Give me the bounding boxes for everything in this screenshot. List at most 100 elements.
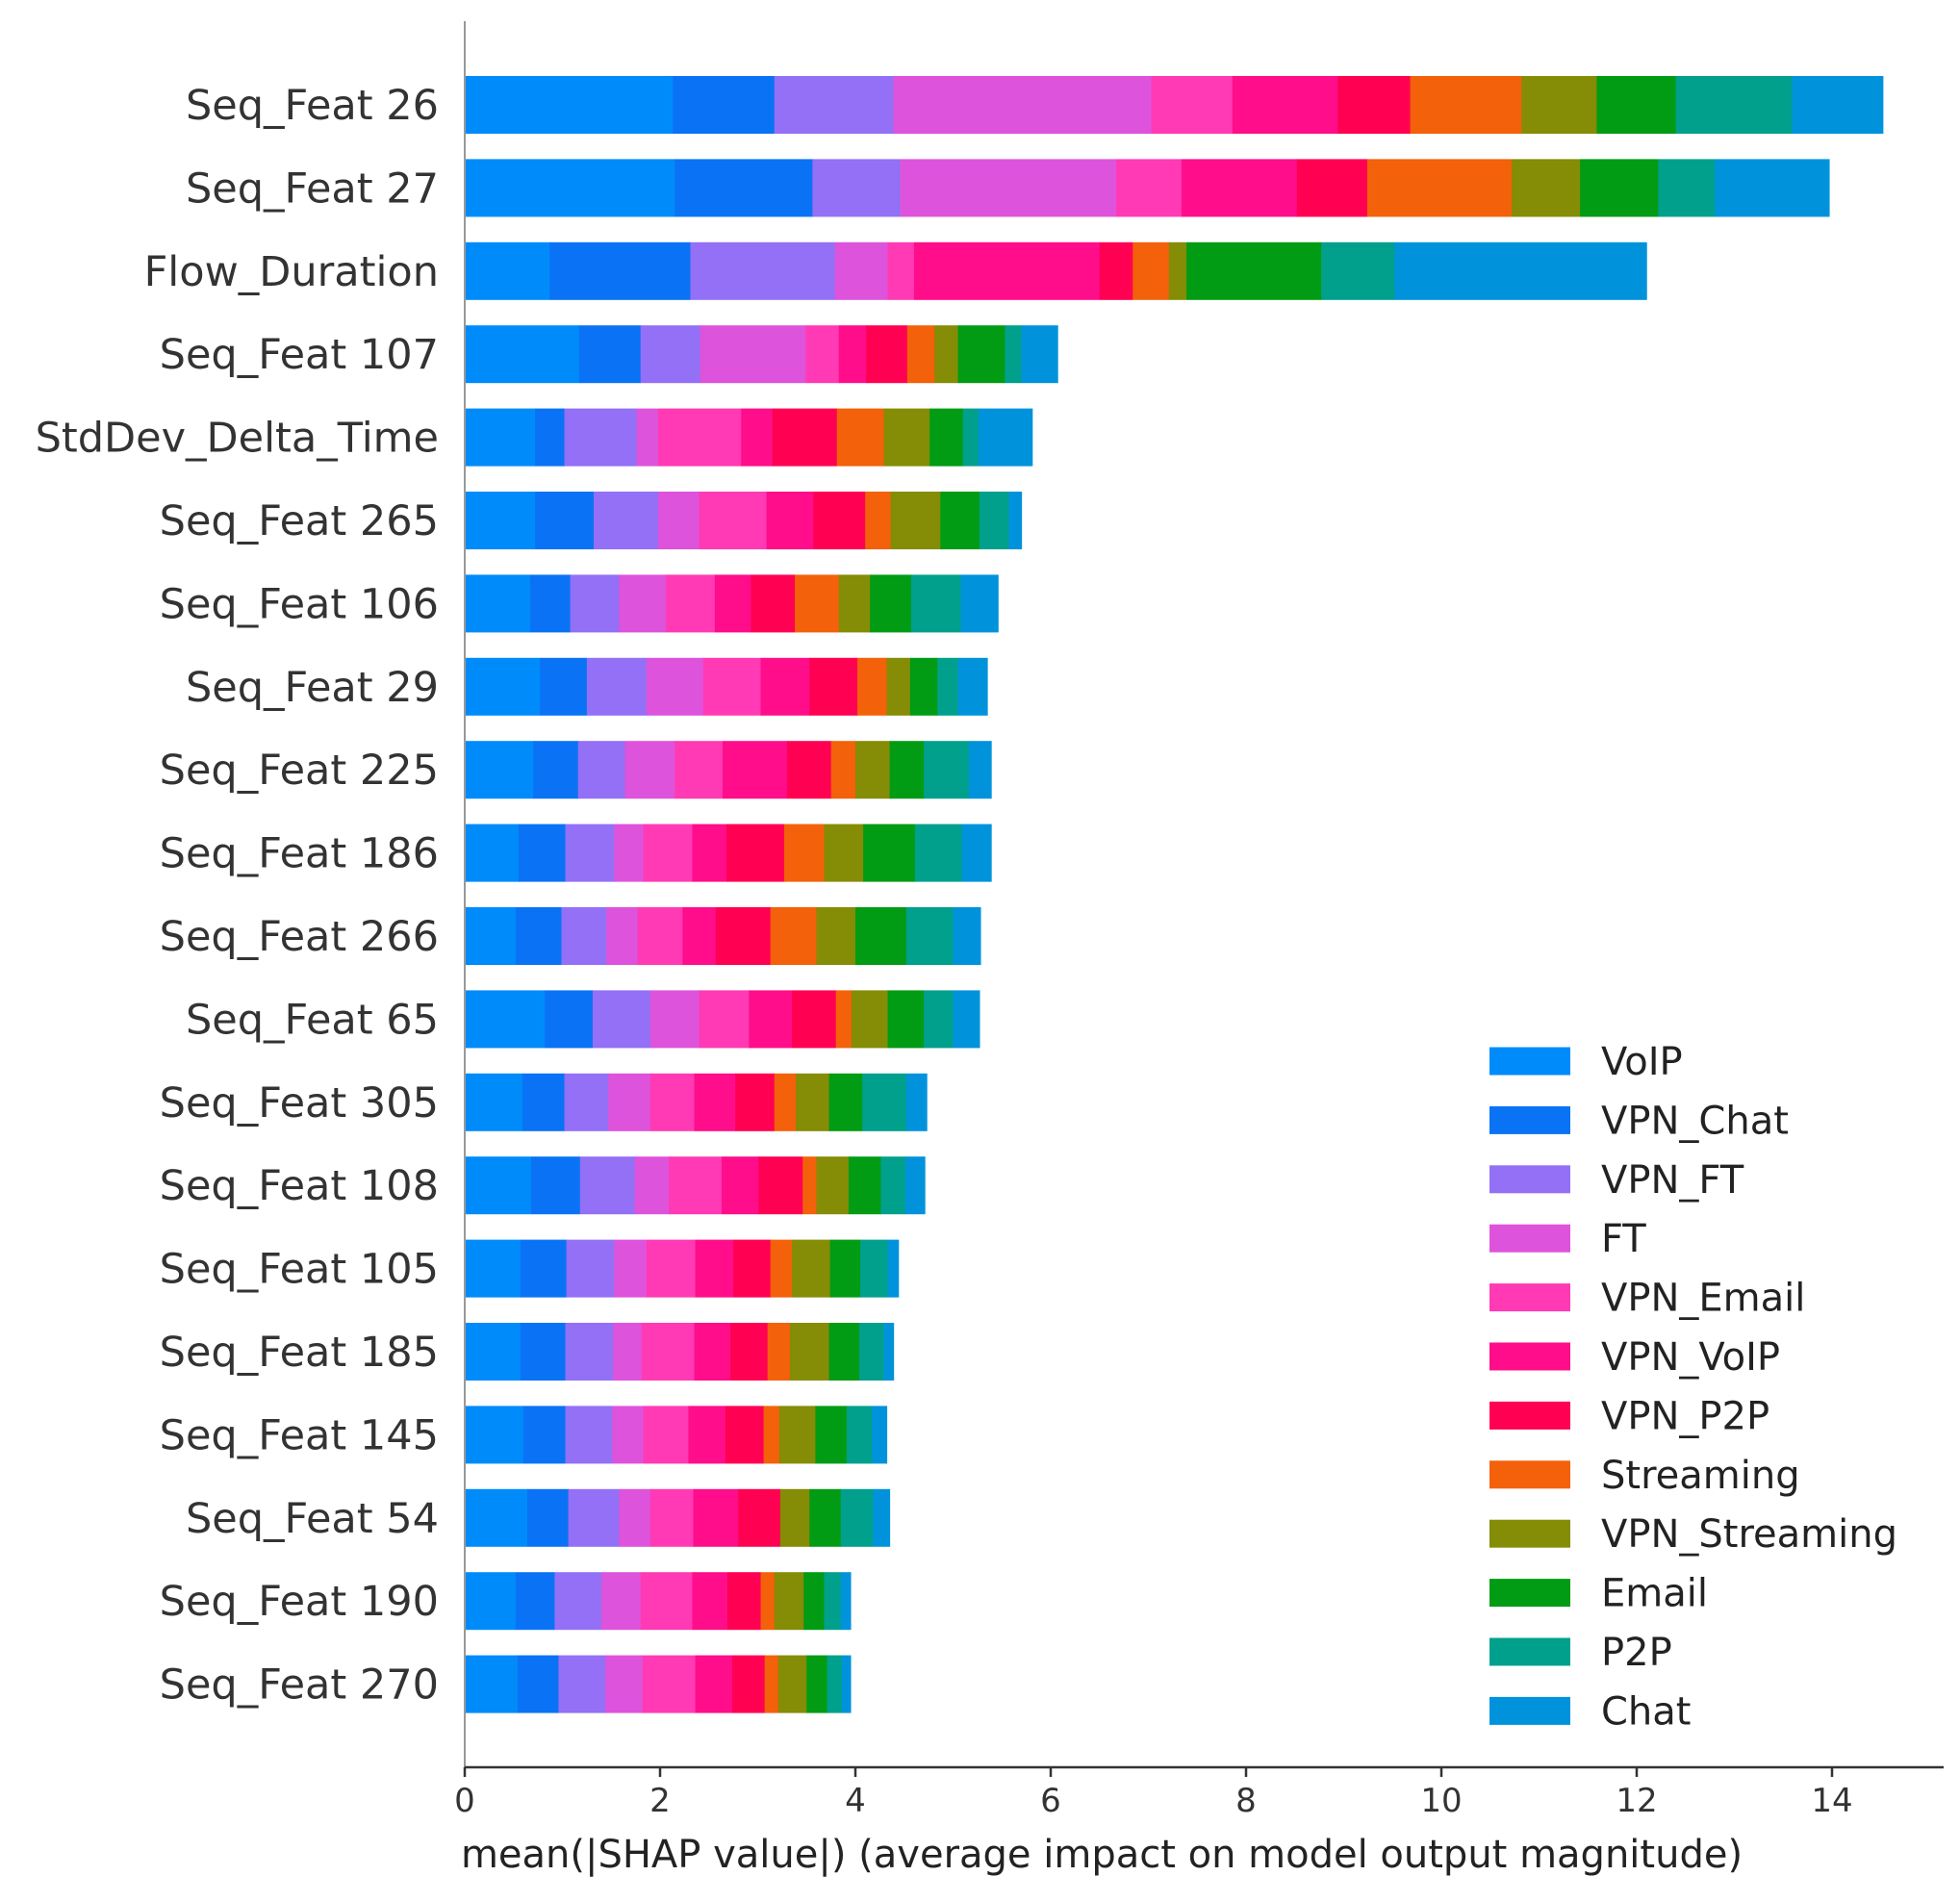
- bar-segment-streaming: [1366, 159, 1513, 217]
- legend-swatch: [1489, 1696, 1570, 1725]
- bar-segment-vpn-email: [643, 824, 694, 882]
- bar-segment-vpn-streaming: [1512, 159, 1581, 217]
- bar-segment-streaming: [763, 1406, 780, 1464]
- bar-segment-ft: [657, 492, 700, 549]
- bar-segment-ft: [646, 657, 704, 716]
- bar-segment-vpn-ft: [579, 1156, 636, 1215]
- bar-segment-chat: [1792, 76, 1884, 134]
- bar-stack-group: [465, 76, 1884, 1713]
- bar-segment-vpn-email: [675, 741, 724, 799]
- bar-segment-vpn-ft: [586, 657, 648, 716]
- bar-segment-chat: [957, 657, 988, 716]
- bar-segment-streaming: [783, 824, 826, 882]
- bar-segment-chat: [961, 824, 992, 882]
- bar-segment-vpn-p2p: [772, 408, 838, 467]
- bar-segment-p2p: [859, 1323, 885, 1381]
- bar-segment-vpn-voip: [693, 1488, 739, 1547]
- bar-segment-vpn-streaming: [777, 1655, 807, 1713]
- bar-segment-p2p: [860, 1239, 889, 1298]
- bar-segment-vpn-voip: [741, 408, 774, 467]
- bar-segment-vpn-ft: [570, 574, 620, 633]
- bar-segment-p2p: [840, 1488, 874, 1547]
- category-label: Seq_Feat 65: [186, 996, 439, 1044]
- bar-segment-vpn-ft: [561, 907, 607, 965]
- bar-segment-vpn-streaming: [1521, 76, 1597, 134]
- bar-segment-vpn-chat: [520, 1323, 567, 1381]
- bar-segment-voip: [465, 1156, 532, 1215]
- bar-segment-streaming: [774, 1073, 797, 1131]
- bar-segment-voip: [465, 1239, 522, 1298]
- bar-segment-voip: [465, 824, 520, 882]
- bar-segment-vpn-chat: [535, 408, 566, 467]
- bar-segment-email: [863, 824, 916, 882]
- bar-segment-streaming: [1133, 241, 1170, 300]
- bar-segment-p2p: [824, 1572, 842, 1631]
- x-tick-label: 0: [454, 1782, 475, 1820]
- bar-segment-vpn-chat: [530, 574, 572, 633]
- bar-segment-p2p: [827, 1655, 843, 1713]
- bar-segment-voip: [465, 1488, 528, 1547]
- bar-segment-voip: [465, 1406, 524, 1464]
- bar-segment-vpn-email: [642, 1655, 697, 1713]
- bar-segment-p2p: [979, 492, 1009, 549]
- legend-entry-label: VPN_P2P: [1601, 1394, 1769, 1438]
- bar-segment-email: [828, 1323, 860, 1381]
- bar-segment-streaming: [865, 492, 892, 549]
- bar-segment-vpn-ft: [558, 1655, 606, 1713]
- bar-segment-vpn-chat: [520, 1239, 568, 1298]
- bar-segment-p2p: [924, 741, 970, 799]
- category-label: Seq_Feat 27: [186, 165, 439, 213]
- bar-segment-vpn-p2p: [809, 657, 858, 716]
- bar-segment-streaming: [802, 1156, 817, 1215]
- bar-segment-streaming: [764, 1655, 779, 1713]
- bar-segment-voip: [465, 741, 534, 799]
- bar-segment-vpn-streaming: [774, 1572, 804, 1631]
- bar-segment-streaming: [830, 741, 856, 799]
- bar-segment-vpn-voip: [694, 1323, 731, 1381]
- category-label: Seq_Feat 186: [160, 830, 439, 878]
- bar-segment-vpn-email: [1116, 159, 1183, 217]
- bar-segment-streaming: [906, 325, 935, 384]
- bar-segment-vpn-email: [805, 325, 840, 384]
- bar-segment-vpn-chat: [545, 990, 594, 1049]
- bar-segment-vpn-voip: [749, 990, 793, 1049]
- category-label: Flow_Duration: [144, 248, 439, 296]
- bar-segment-p2p: [846, 1406, 873, 1464]
- bar-segment-voip: [465, 574, 531, 633]
- bar-segment-chat: [840, 1572, 852, 1631]
- legend-swatch: [1489, 1047, 1570, 1076]
- bar-segment-vpn-email: [649, 1073, 696, 1131]
- bar-segment-streaming: [760, 1572, 776, 1631]
- bar-segment-vpn-voip: [766, 492, 814, 549]
- bar-segment-email: [809, 1488, 842, 1547]
- bar-segment-voip: [465, 907, 517, 965]
- bar-segment-vpn-chat: [526, 1488, 570, 1547]
- bar-segment-vpn-ft: [564, 408, 638, 467]
- bar-segment-vpn-streaming: [779, 1488, 810, 1547]
- bar-segment-vpn-voip: [688, 1406, 726, 1464]
- legend-entry-label: VPN_VoIP: [1601, 1335, 1780, 1380]
- legend-entry-label: Chat: [1601, 1689, 1691, 1734]
- legend-entry-label: Streaming: [1601, 1454, 1800, 1498]
- category-label: Seq_Feat 185: [160, 1329, 439, 1377]
- bar-segment-vpn-p2p: [735, 1073, 776, 1131]
- bar-segment-ft: [614, 824, 645, 882]
- legend-swatch: [1489, 1401, 1570, 1430]
- bar-segment-email: [803, 1572, 826, 1631]
- x-tick-label: 4: [845, 1782, 866, 1820]
- bar-segment-ft: [834, 241, 889, 300]
- bar-segment-ft: [619, 1488, 651, 1547]
- bar-segment-p2p: [937, 657, 959, 716]
- bar-segment-vpn-voip: [722, 741, 788, 799]
- bar-segment-vpn-streaming: [816, 907, 856, 965]
- bar-segment-vpn-email: [669, 1156, 723, 1215]
- bar-segment-vpn-streaming: [1168, 241, 1187, 300]
- bar-segment-vpn-email: [1151, 76, 1234, 134]
- bar-segment-ft: [700, 325, 806, 384]
- legend-swatch: [1489, 1283, 1570, 1312]
- x-tick-label: 10: [1420, 1782, 1462, 1820]
- bar-segment-ft: [606, 907, 639, 965]
- bar-segment-chat: [887, 1239, 900, 1298]
- bar-segment-voip: [465, 1323, 522, 1381]
- bar-segment-ft: [605, 1655, 644, 1713]
